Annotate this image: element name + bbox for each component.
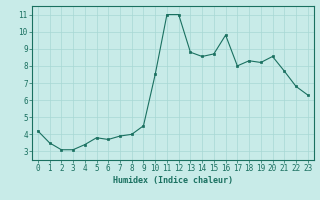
X-axis label: Humidex (Indice chaleur): Humidex (Indice chaleur) <box>113 176 233 185</box>
